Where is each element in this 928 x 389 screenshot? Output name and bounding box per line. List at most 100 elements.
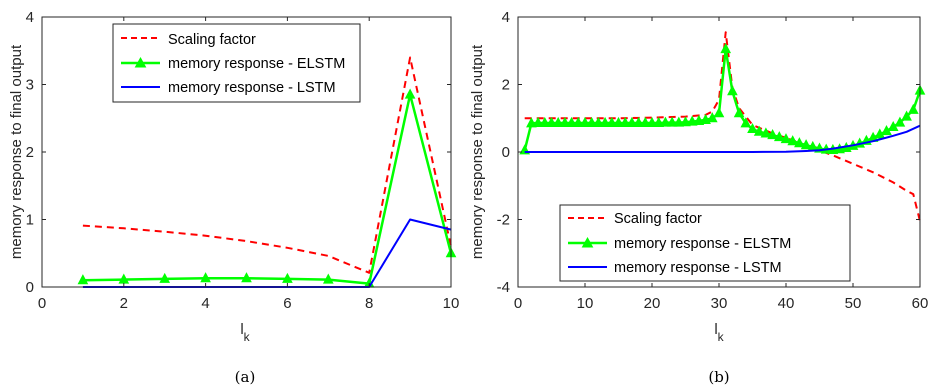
- data-point-elstm-b: [753, 125, 765, 136]
- x-tick-label-b: 30: [711, 295, 728, 312]
- series-line-elstm-a: [82, 93, 453, 285]
- y-tick-label-b: 4: [502, 9, 510, 26]
- data-point-elstm-b: [639, 116, 651, 127]
- chart-panel-a: 0 2 4 6 8 10 0 1 2 3 4 memory response to final ou…: [8, 9, 459, 386]
- data-point-elstm-b: [579, 116, 591, 127]
- data-point-elstm-b: [673, 116, 685, 127]
- data-point-elstm-b: [894, 116, 906, 127]
- data-point-elstm-b: [747, 122, 758, 134]
- x-axis-label-b: lk: [714, 321, 724, 344]
- series-line-scaling-a: [82, 56, 452, 274]
- series-group-b: [519, 31, 926, 222]
- data-point-elstm-b: [633, 116, 644, 127]
- legend-label-scaling-a: Scaling factor: [168, 32, 256, 48]
- y-tick-label-a: 3: [26, 77, 34, 94]
- data-point-elstm-b: [606, 116, 618, 127]
- data-point-elstm-b: [773, 131, 785, 142]
- data-point-elstm-b: [572, 116, 584, 127]
- data-point-elstm-b: [559, 116, 571, 127]
- x-tick-label-a: 2: [120, 295, 128, 312]
- x-tick-label-b: 50: [845, 295, 862, 312]
- data-point-elstm-b: [794, 137, 805, 148]
- data-point-elstm-b: [800, 139, 812, 150]
- legend-label-scaling-b: Scaling factor: [614, 211, 702, 227]
- y-axis-label-a: memory response to final output: [8, 44, 25, 259]
- legend-label-elstm-b: memory response - ELSTM: [614, 236, 791, 252]
- legend-label-elstm-a: memory response - ELSTM: [168, 56, 345, 72]
- data-point-elstm-a: [322, 273, 334, 284]
- legend-label-lstm-b: memory response - LSTM: [614, 260, 782, 276]
- legend-marker-elstm-a: [134, 56, 147, 68]
- data-point-elstm-b: [552, 116, 564, 127]
- ticks-group-a: 0 2 4 6 8 10 0 1 2 3 4: [26, 9, 460, 312]
- x-tick-label-b: 10: [577, 295, 594, 312]
- data-point-elstm-b: [787, 135, 799, 146]
- y-tick-label-b: 2: [502, 77, 510, 94]
- x-tick-label-a: 4: [201, 295, 209, 312]
- y-tick-label-a: 2: [26, 144, 34, 161]
- x-tick-label-b: 20: [644, 295, 661, 312]
- y-tick-label-b: -4: [497, 279, 510, 296]
- legend-marker-elstm-b: [581, 236, 594, 248]
- x-tick-label-b: 40: [778, 295, 795, 312]
- data-point-elstm-a: [200, 272, 211, 283]
- y-axis-label-b: memory response to final output: [469, 44, 486, 259]
- series-group-a: [77, 56, 457, 288]
- data-point-elstm-b: [740, 117, 752, 128]
- data-point-elstm-a: [77, 274, 89, 285]
- data-point-elstm-b: [713, 107, 725, 118]
- legend-a: Scaling factor memory response - ELSTM m…: [112, 23, 361, 103]
- series-line-lstm-b: [524, 124, 921, 153]
- data-point-elstm-b: [646, 116, 658, 127]
- data-point-elstm-a: [159, 272, 171, 283]
- data-point-elstm-b: [727, 85, 738, 96]
- data-point-elstm-b: [546, 116, 557, 127]
- x-tick-label-a: 8: [365, 295, 373, 312]
- data-point-elstm-b: [733, 107, 745, 118]
- data-point-elstm-b: [532, 116, 544, 127]
- legend-label-lstm-a: memory response - LSTM: [168, 80, 336, 96]
- chart-panel-b: 0 10 20 30 40 50 60 -4 -2 0 2 4 memory response to …: [469, 9, 928, 386]
- legend-b: Scaling factor memory response - ELSTM m…: [559, 204, 851, 282]
- x-tick-label-a: 0: [38, 295, 46, 312]
- data-point-elstm-b: [907, 103, 919, 114]
- y-tick-label-a: 4: [26, 9, 34, 26]
- data-point-elstm-b: [680, 116, 691, 127]
- x-tick-label-a: 10: [443, 295, 460, 312]
- series-line-scaling-b: [524, 31, 921, 222]
- data-point-elstm-b: [593, 116, 604, 127]
- data-point-elstm-b: [653, 116, 665, 127]
- data-point-elstm-b: [613, 116, 624, 127]
- data-point-elstm-b: [626, 116, 638, 127]
- data-point-elstm-b: [586, 116, 598, 127]
- data-point-elstm-b: [706, 112, 718, 123]
- data-point-elstm-b: [720, 42, 732, 54]
- x-tick-label-a: 6: [283, 295, 291, 312]
- caption-b: (b): [708, 368, 729, 386]
- x-tick-label-b: 60: [912, 295, 928, 312]
- data-point-elstm-b: [686, 115, 698, 126]
- y-tick-label-a: 0: [26, 279, 34, 296]
- data-point-elstm-a: [241, 272, 252, 283]
- data-point-elstm-a: [282, 272, 293, 283]
- x-axis-label-a: lk: [240, 321, 250, 344]
- data-point-elstm-b: [767, 129, 778, 140]
- y-tick-label-b: -2: [497, 212, 510, 229]
- y-tick-label-b: 0: [502, 144, 510, 161]
- data-point-elstm-b: [599, 116, 611, 127]
- caption-a: (a): [235, 368, 256, 386]
- ticks-group-b: 0 10 20 30 40 50 60 -4 -2 0 2 4: [497, 9, 928, 312]
- y-tick-label-a: 1: [26, 212, 34, 229]
- data-point-elstm-b: [666, 116, 678, 127]
- legend-box-b: [559, 204, 851, 282]
- x-tick-label-b: 0: [514, 295, 522, 312]
- data-point-elstm-b: [660, 116, 671, 127]
- data-point-elstm-b: [760, 127, 772, 138]
- data-point-elstm-b: [901, 110, 912, 121]
- data-point-elstm-b: [566, 116, 577, 127]
- data-point-elstm-b: [526, 117, 537, 128]
- data-point-elstm-a: [404, 88, 416, 99]
- data-point-elstm-b: [780, 133, 792, 144]
- data-point-elstm-b: [539, 116, 551, 127]
